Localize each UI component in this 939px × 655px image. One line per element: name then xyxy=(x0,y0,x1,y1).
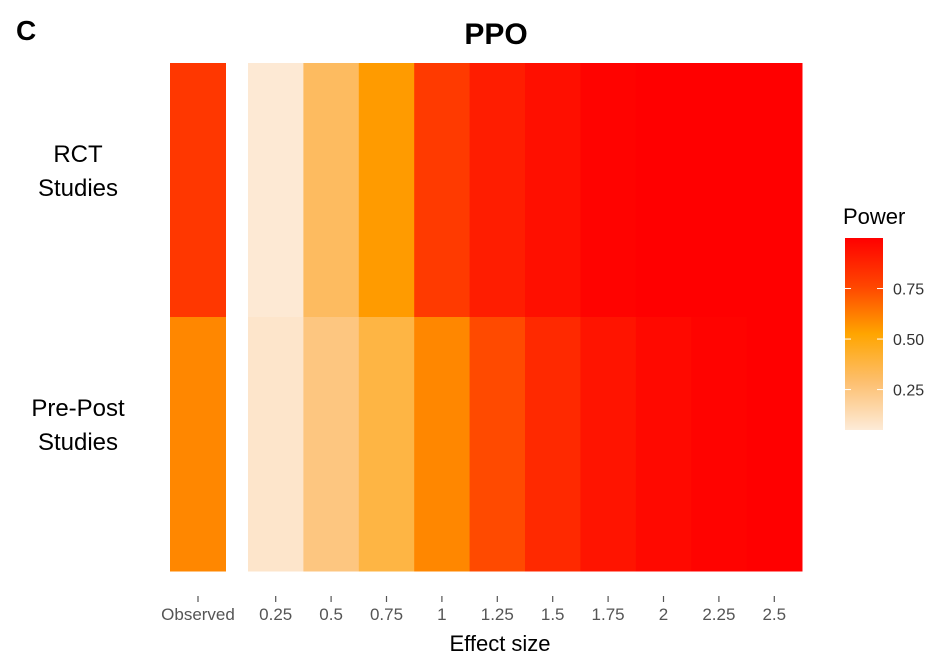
legend-ticks: 0.75 0.50 0.25 xyxy=(845,282,924,400)
x-tick-label: 2.25 xyxy=(702,605,735,624)
heatmap-cell xyxy=(691,63,748,318)
x-axis-ticks: Observed 0.25 0.5 0.75 1 1.25 1.5 1.75 2 2.25 2.5 xyxy=(161,596,786,624)
x-tick-label: 1.5 xyxy=(541,605,565,624)
legend-tick-label: 0.25 xyxy=(893,383,924,400)
row-label: Pre-Post xyxy=(31,395,125,422)
x-tick-label: 2 xyxy=(659,605,668,624)
row-label: Studies xyxy=(38,429,118,456)
heatmap-cell xyxy=(414,63,471,318)
heatmap-cell xyxy=(469,317,526,572)
heatmap-cell xyxy=(303,317,360,572)
row-label: RCT xyxy=(53,141,103,168)
panel-label: C xyxy=(16,15,36,46)
row-label: Studies xyxy=(38,175,118,202)
heatmap-cell xyxy=(248,63,304,318)
x-tick-label: 2.5 xyxy=(762,605,786,624)
heatmap-cell xyxy=(580,63,637,318)
x-tick-label: Observed xyxy=(161,605,235,624)
row-labels: RCT Studies Pre-Post Studies xyxy=(31,141,125,456)
heatmap-cell xyxy=(691,317,748,572)
x-axis-label: Effect size xyxy=(449,631,550,655)
x-tick-label: 1 xyxy=(437,605,446,624)
legend-colorbar xyxy=(845,238,883,430)
heatmap-cell xyxy=(358,317,415,572)
x-tick-label: 0.5 xyxy=(319,605,343,624)
heatmap-cell xyxy=(525,317,581,572)
legend-tick-label: 0.75 xyxy=(893,282,924,299)
heatmap-cell xyxy=(580,317,637,572)
heatmap-cell xyxy=(414,317,471,572)
x-tick-label: 1.75 xyxy=(592,605,625,624)
legend-title: Power xyxy=(843,204,905,229)
x-tick-label: 1.25 xyxy=(481,605,514,624)
x-tick-label: 0.75 xyxy=(370,605,403,624)
chart-title: PPO xyxy=(464,18,527,51)
heatmap-cell xyxy=(303,63,360,318)
heatmap-cell xyxy=(170,317,226,572)
legend-tick-label: 0.50 xyxy=(893,332,924,349)
heatmap-cell xyxy=(469,63,526,318)
heatmap-cell xyxy=(746,317,803,572)
x-tick-label: 0.25 xyxy=(259,605,292,624)
heatmap-cell xyxy=(358,63,415,318)
heatmap-cell xyxy=(248,317,304,572)
heatmap-cell xyxy=(525,63,581,318)
heatmap-cell xyxy=(635,317,692,572)
heatmap-cell xyxy=(746,63,803,318)
heatmap-cell xyxy=(635,63,692,318)
heatmap-cells xyxy=(170,63,803,572)
heatmap-cell xyxy=(170,63,226,318)
